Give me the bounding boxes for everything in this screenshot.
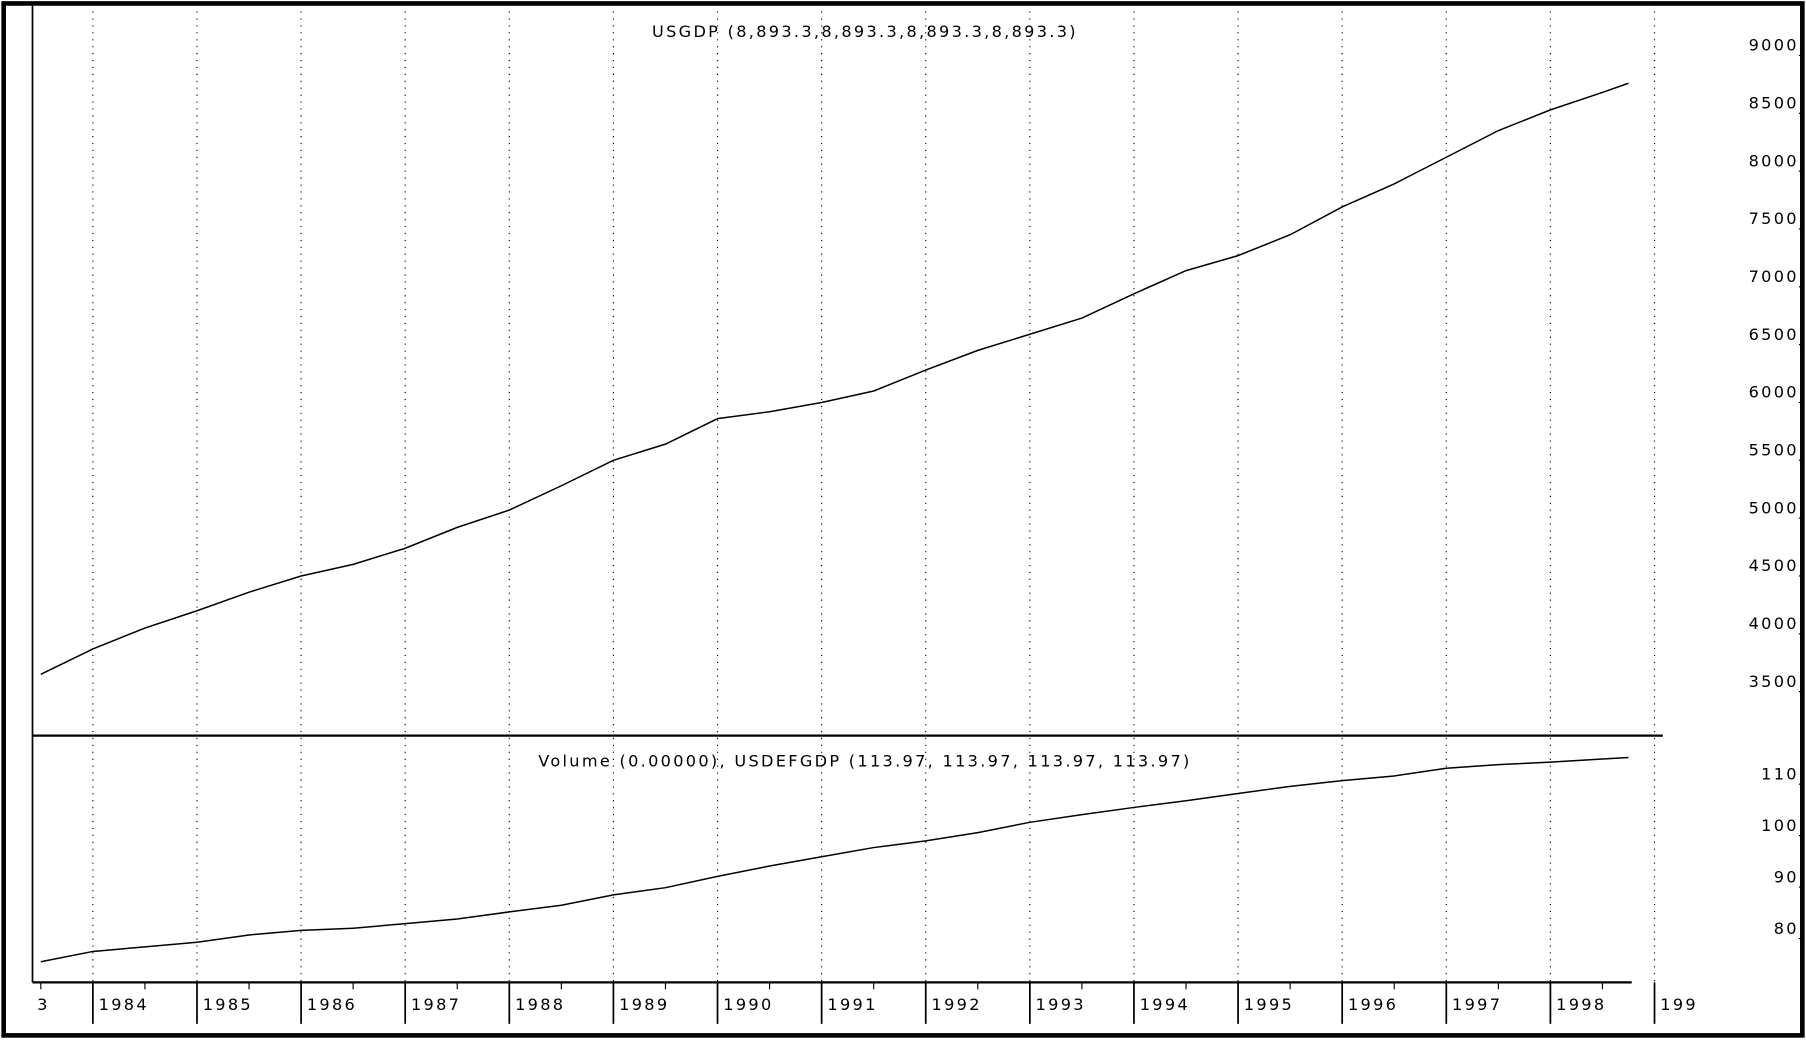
- y-tick-label: 5500: [1749, 441, 1799, 460]
- x-tick-label: 1996: [1348, 995, 1398, 1014]
- y-tick-label: 6500: [1749, 325, 1799, 344]
- y-tick-label: 4000: [1749, 614, 1799, 633]
- y-tick-label: 5000: [1749, 498, 1799, 517]
- y-tick-label: 4500: [1749, 556, 1799, 575]
- panel-title: Volume (0.00000), USDEFGDP (113.97, 113.…: [538, 752, 1191, 771]
- x-tick-label: 3: [37, 995, 50, 1014]
- y-tick-label: 80: [1774, 919, 1799, 938]
- y-tick-label: 8500: [1749, 94, 1799, 113]
- panel-title: USGDP (8,893.3,8,893.3,8,893.3,8,893.3): [652, 22, 1078, 41]
- x-tick-label: 1988: [515, 995, 565, 1014]
- x-tick-label: 1985: [203, 995, 253, 1014]
- x-tick-label: 1987: [411, 995, 461, 1014]
- y-tick-label: 8000: [1749, 151, 1799, 170]
- x-tick-label: 1995: [1244, 995, 1294, 1014]
- y-tick-label: 100: [1761, 816, 1799, 835]
- x-tick-label: 1992: [932, 995, 982, 1014]
- data-line: [40, 82, 1629, 675]
- y-tick-label: 6000: [1749, 383, 1799, 402]
- x-tick-label: 1998: [1556, 995, 1606, 1014]
- x-tick-label: 199: [1660, 995, 1698, 1014]
- x-tick-label: 1997: [1452, 995, 1502, 1014]
- x-tick-label: 1989: [619, 995, 669, 1014]
- x-tick-label: 1991: [827, 995, 877, 1014]
- x-tick-label: 1994: [1140, 995, 1190, 1014]
- y-tick-label: 90: [1774, 867, 1799, 886]
- x-tick-label: 1986: [307, 995, 357, 1014]
- y-tick-label: 9000: [1749, 36, 1799, 55]
- x-tick-label: 1984: [99, 995, 149, 1014]
- x-tick-label: 1990: [723, 995, 773, 1014]
- y-tick-label: 110: [1761, 764, 1799, 783]
- data-line: [40, 756, 1629, 963]
- y-tick-label: 7000: [1749, 267, 1799, 286]
- x-tick-label: 1993: [1036, 995, 1086, 1014]
- y-tick-label: 7500: [1749, 209, 1799, 228]
- y-tick-label: 3500: [1749, 672, 1799, 691]
